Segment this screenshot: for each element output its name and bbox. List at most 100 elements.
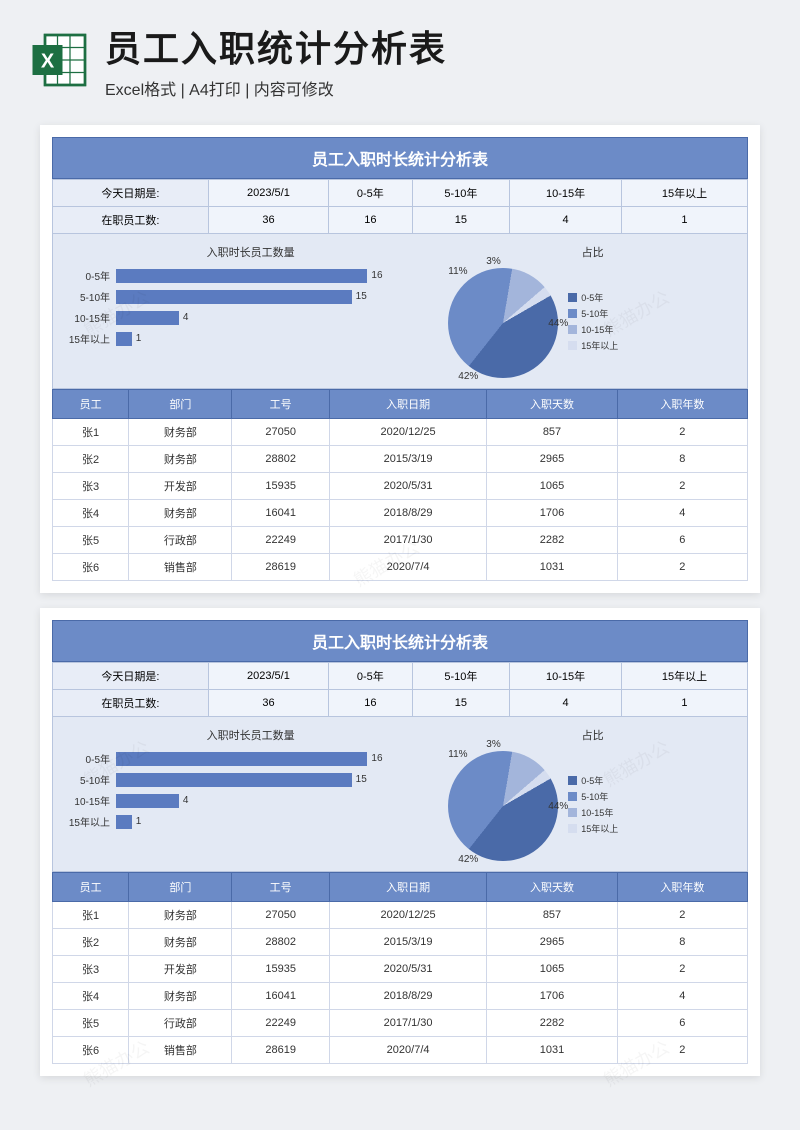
bar-row: 15年以上 1 [68, 331, 438, 346]
pie-pct: 11% [448, 749, 467, 760]
summary-cell: 0-5年 [329, 180, 412, 207]
table-cell: 2020/12/25 [329, 902, 487, 929]
bar-label: 10-15年 [68, 793, 116, 808]
table-cell: 2965 [487, 929, 617, 956]
table-row: 张2财务部288022015/3/1929658 [53, 446, 748, 473]
legend-item: 5-10年 [568, 307, 618, 320]
table-cell: 2 [617, 473, 747, 500]
bar-value: 4 [183, 794, 189, 808]
table-cell: 6 [617, 1010, 747, 1037]
bar-label: 15年以上 [68, 331, 116, 346]
bar-label: 15年以上 [68, 814, 116, 829]
table-cell: 1031 [487, 554, 617, 581]
table-cell: 2020/5/31 [329, 473, 487, 500]
bar-label: 5-10年 [68, 289, 116, 304]
table-cell: 财务部 [129, 929, 232, 956]
report-page: 员工入职时长统计分析表今天日期是:2023/5/10-5年5-10年10-15年… [40, 125, 760, 593]
table-cell: 22249 [232, 527, 329, 554]
table-cell: 行政部 [129, 527, 232, 554]
table-cell: 22249 [232, 1010, 329, 1037]
pie-graphic: 44%42%11%3% [448, 751, 558, 861]
table-cell: 2 [617, 419, 747, 446]
summary-label: 今天日期是: [53, 180, 209, 207]
table-cell: 开发部 [129, 956, 232, 983]
table-header: 入职年数 [617, 873, 747, 902]
table-header: 入职年数 [617, 390, 747, 419]
table-cell: 8 [617, 446, 747, 473]
table-header: 员工 [53, 873, 129, 902]
summary-table: 今天日期是:2023/5/10-5年5-10年10-15年15年以上在职员工数:… [52, 662, 748, 717]
table-header: 员工 [53, 390, 129, 419]
bar-chart: 入职时长员工数量0-5年165-10年1510-15年415年以上1 [63, 244, 438, 378]
bar-label: 5-10年 [68, 772, 116, 787]
table-cell: 1031 [487, 1037, 617, 1064]
table-cell: 财务部 [129, 902, 232, 929]
table-cell: 1706 [487, 500, 617, 527]
table-cell: 张4 [53, 983, 129, 1010]
bar-value: 15 [356, 290, 367, 304]
main-title: 员工入职统计分析表 [105, 20, 770, 72]
pie-chart: 占比44%42%11%3%0-5年5-10年10-15年15年以上 [448, 727, 737, 861]
table-cell: 2 [617, 554, 747, 581]
report-page: 员工入职时长统计分析表今天日期是:2023/5/10-5年5-10年10-15年… [40, 608, 760, 1076]
summary-cell: 2023/5/1 [208, 180, 328, 207]
table-cell: 行政部 [129, 1010, 232, 1037]
bar-value: 4 [183, 311, 189, 325]
pie-pct: 44% [548, 318, 568, 329]
table-row: 张5行政部222492017/1/3022826 [53, 1010, 748, 1037]
summary-cell: 15 [412, 690, 510, 717]
table-cell: 2 [617, 956, 747, 983]
summary-cell: 4 [510, 207, 622, 234]
table-cell: 6 [617, 527, 747, 554]
table-header: 入职天数 [487, 390, 617, 419]
table-row: 张1财务部270502020/12/258572 [53, 902, 748, 929]
table-row: 张6销售部286192020/7/410312 [53, 554, 748, 581]
table-header: 部门 [129, 873, 232, 902]
summary-cell: 5-10年 [412, 663, 510, 690]
table-cell: 张3 [53, 473, 129, 500]
table-cell: 张1 [53, 902, 129, 929]
table-header: 工号 [232, 390, 329, 419]
table-cell: 15935 [232, 956, 329, 983]
svg-text:X: X [41, 51, 55, 73]
bar-value: 1 [136, 332, 142, 346]
table-cell: 2015/3/19 [329, 929, 487, 956]
table-cell: 开发部 [129, 473, 232, 500]
table-cell: 张2 [53, 446, 129, 473]
bar-row: 10-15年4 [68, 310, 438, 325]
pie-pct: 11% [448, 266, 467, 277]
summary-cell: 10-15年 [510, 663, 622, 690]
table-row: 张2财务部288022015/3/1929658 [53, 929, 748, 956]
table-cell: 张1 [53, 419, 129, 446]
bar-value: 15 [356, 773, 367, 787]
bar-row: 0-5年 16 [68, 751, 438, 766]
pie-legend: 0-5年5-10年10-15年15年以上 [568, 774, 618, 838]
legend-item: 10-15年 [568, 806, 618, 819]
bar-chart: 入职时长员工数量 0-5年 16 5-10年 15 10-15年 4 15年以上1 [63, 727, 438, 861]
bar-row: 5-10年 15 [68, 289, 438, 304]
bar-row: 15年以上1 [68, 814, 438, 829]
report-title: 员工入职时长统计分析表 [52, 620, 748, 662]
sub-title: Excel格式 | A4打印 | 内容可修改 [105, 76, 770, 100]
table-cell: 4 [617, 983, 747, 1010]
summary-cell: 1 [621, 207, 747, 234]
table-cell: 2015/3/19 [329, 446, 487, 473]
table-cell: 28619 [232, 554, 329, 581]
table-cell: 财务部 [129, 446, 232, 473]
table-cell: 张6 [53, 1037, 129, 1064]
summary-cell: 16 [329, 207, 412, 234]
summary-cell: 10-15年 [510, 180, 622, 207]
bar-chart-title: 入职时长员工数量 [63, 727, 438, 743]
summary-label: 今天日期是: [53, 663, 209, 690]
bar-value: 16 [371, 752, 382, 766]
legend-item: 5-10年 [568, 790, 618, 803]
summary-cell: 15年以上 [621, 180, 747, 207]
bar-row: 10-15年 4 [68, 793, 438, 808]
table-header: 入职日期 [329, 390, 487, 419]
bar-label: 0-5年 [68, 751, 116, 766]
table-cell: 张3 [53, 956, 129, 983]
table-cell: 2020/5/31 [329, 956, 487, 983]
summary-cell: 2023/5/1 [208, 663, 328, 690]
table-cell: 16041 [232, 983, 329, 1010]
table-cell: 1065 [487, 473, 617, 500]
